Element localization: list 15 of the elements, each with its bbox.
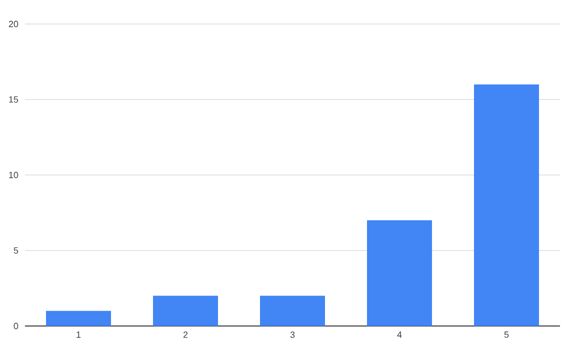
y-tick-label: 15 (9, 96, 18, 103)
y-tick-label: 10 (9, 172, 18, 178)
x-tick-label: 4 (397, 332, 402, 338)
x-tick-label: 5 (504, 332, 509, 338)
x-tick-label: 3 (290, 332, 295, 338)
bar (260, 296, 325, 326)
bar (153, 296, 218, 326)
y-tick-label: 0 (14, 322, 18, 330)
x-tick-label: 1 (76, 332, 81, 338)
y-tick-label: 20 (8, 20, 18, 28)
bar (474, 84, 539, 326)
x-tick-label: 2 (183, 332, 188, 338)
y-tick-label: 5 (14, 247, 18, 254)
bar (366, 220, 432, 326)
bar (46, 310, 112, 326)
